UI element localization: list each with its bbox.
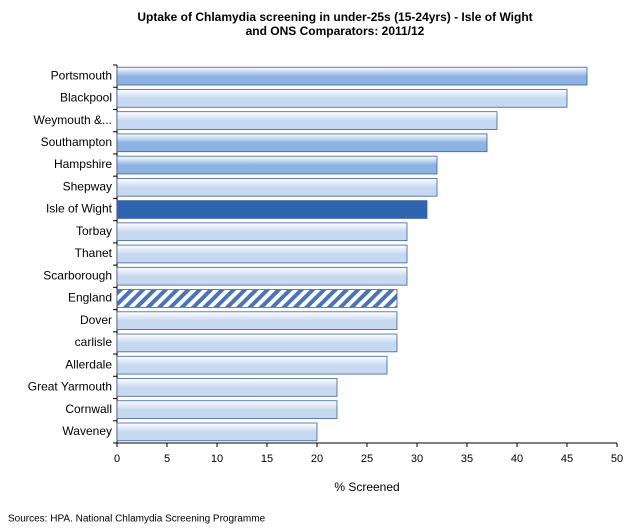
- bar: [116, 266, 408, 286]
- bar: [116, 333, 398, 353]
- y-tick-label: Great Yarmouth: [28, 380, 112, 394]
- bar: [116, 355, 388, 375]
- x-tick-label: 45: [561, 453, 573, 465]
- y-tick-label: Cornwall: [65, 402, 112, 416]
- bar: [116, 66, 588, 86]
- bar: [116, 200, 428, 219]
- x-tick-label: 35: [461, 453, 473, 465]
- bar: [116, 222, 408, 242]
- x-axis-label: % Screened: [334, 480, 399, 494]
- x-tick-label: 5: [164, 453, 170, 465]
- y-tick-label: Waveney: [62, 424, 112, 438]
- x-tick-label: 30: [411, 453, 423, 465]
- bar: [116, 111, 498, 130]
- y-tick-label: Dover: [80, 313, 112, 327]
- x-tick-label: 40: [511, 453, 523, 465]
- y-tick-label: Isle of Wight: [46, 202, 113, 216]
- x-tick-label: 15: [261, 453, 273, 465]
- y-tick-label: Torbay: [76, 224, 112, 238]
- y-tick-label: Hampshire: [54, 157, 112, 171]
- y-tick-label: Allerdale: [65, 357, 112, 371]
- y-tick-label: Weymouth &...: [34, 113, 112, 127]
- x-tick-label: 20: [311, 453, 323, 465]
- bar: [116, 89, 568, 108]
- y-tick-label: Thanet: [75, 246, 113, 260]
- source-note: Sources: HPA. National Chlamydia Screeni…: [8, 514, 266, 525]
- x-tick-label: 0: [114, 453, 120, 465]
- x-tick-label: 25: [361, 453, 373, 465]
- bar: [116, 244, 408, 264]
- y-tick-label: carlisle: [75, 335, 113, 349]
- chart-title: Uptake of Chlamydia screening in under-2…: [137, 10, 532, 24]
- bar: [116, 422, 318, 442]
- y-tick-label: Shepway: [63, 179, 112, 193]
- bar: [116, 400, 338, 419]
- y-tick-label: Scarborough: [43, 268, 112, 282]
- y-tick-label: Blackpool: [60, 91, 112, 105]
- chart-title: and ONS Comparators: 2011/12: [246, 24, 425, 38]
- bar: [116, 378, 338, 397]
- y-tick-label: Southampton: [41, 135, 112, 149]
- bar: [116, 311, 398, 331]
- bar: [116, 289, 398, 308]
- bar: [116, 177, 438, 197]
- bar: [116, 133, 488, 153]
- x-tick-label: 50: [611, 453, 623, 465]
- y-tick-label: Portsmouth: [51, 68, 112, 82]
- x-tick-label: 10: [211, 453, 223, 465]
- y-tick-label: England: [68, 291, 112, 305]
- bar: [116, 155, 438, 175]
